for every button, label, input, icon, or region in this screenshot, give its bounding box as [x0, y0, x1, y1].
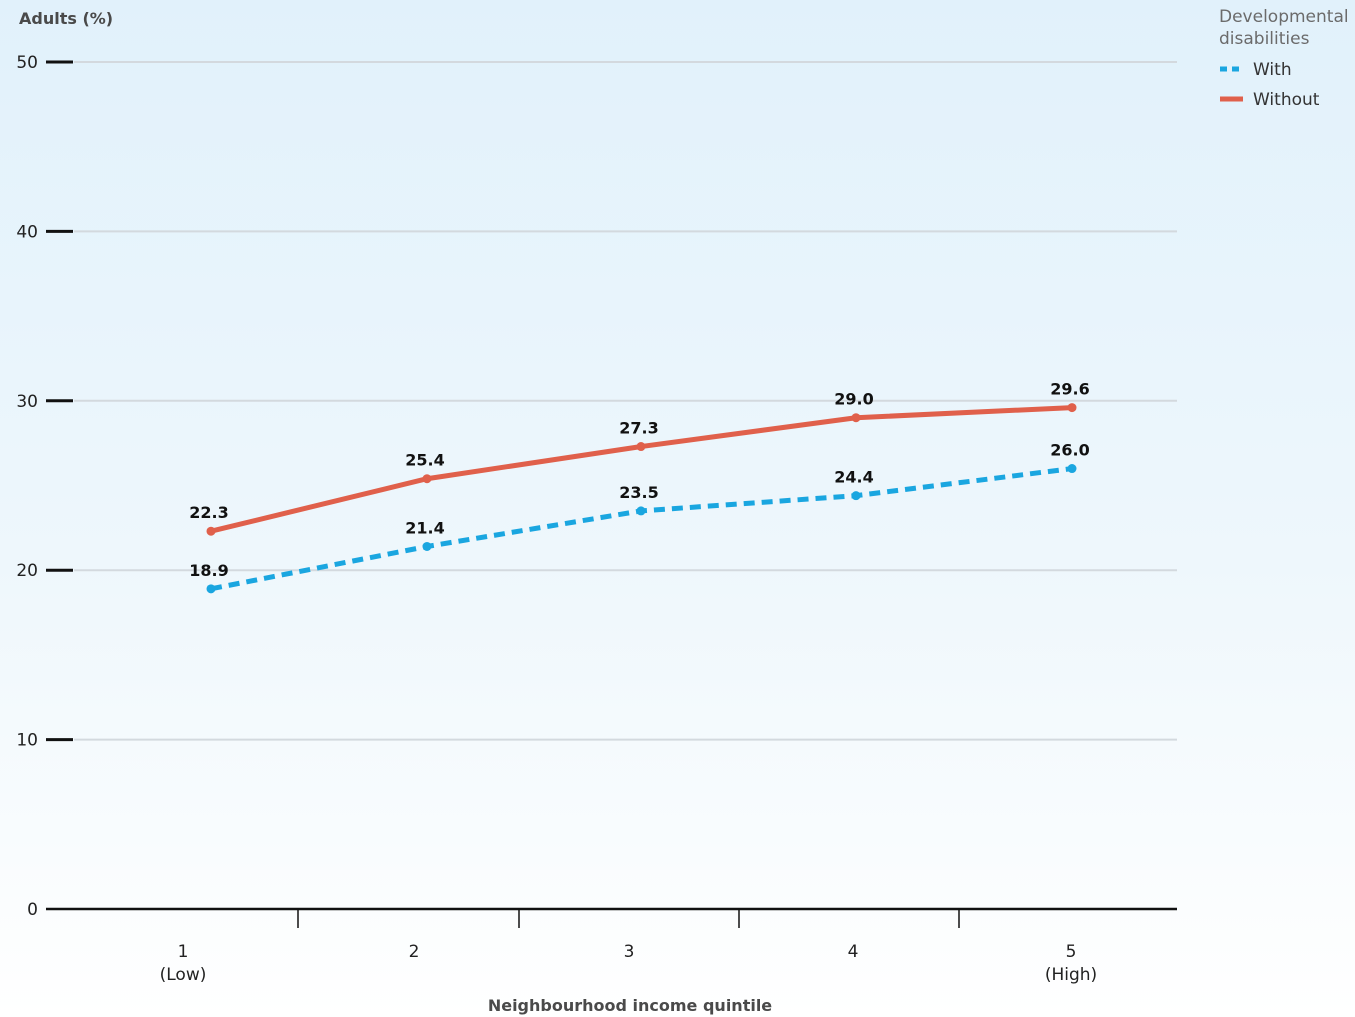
x-tick-label: 4: [848, 942, 859, 962]
data-point-with: [851, 491, 861, 501]
legend-label-without: Without: [1253, 90, 1320, 110]
legend: Developmental disabilities With Without: [1219, 7, 1349, 110]
data-point-without: [1067, 403, 1077, 413]
legend-title-line2: disabilities: [1219, 29, 1310, 49]
data-point-with: [636, 506, 646, 516]
data-label-with: 26.0: [1050, 441, 1089, 460]
data-point-with: [1067, 464, 1077, 474]
y-tick-label: 10: [16, 731, 38, 751]
x-tick-label: 1: [178, 942, 189, 962]
y-tick-label: 30: [16, 392, 38, 412]
data-labels: 18.9 21.4 23.5 24.4 26.0 22.3 25.4 27.3 29.0 29.6: [189, 380, 1089, 580]
data-point-without: [636, 442, 646, 452]
x-tick-label: 2: [409, 942, 420, 962]
data-point-with: [206, 584, 216, 594]
data-point-without: [206, 526, 216, 536]
data-label-without: 29.0: [834, 390, 873, 409]
data-label-without: 22.3: [189, 503, 228, 522]
data-label-with: 23.5: [619, 483, 658, 502]
data-label-with: 24.4: [834, 468, 873, 487]
x-axis-title: Neighbourhood income quintile: [488, 996, 772, 1015]
y-tick-label: 40: [16, 222, 38, 242]
y-tick-label: 20: [16, 561, 38, 581]
data-label-with: 18.9: [189, 561, 228, 580]
x-tick-sublabel: (Low): [160, 965, 207, 985]
data-point-without: [851, 413, 861, 423]
y-tick-label: 0: [27, 900, 38, 920]
x-tick-label: 5: [1066, 942, 1077, 962]
y-tick-label: 50: [16, 53, 38, 73]
legend-label-with: With: [1253, 60, 1292, 80]
data-point-with: [422, 541, 432, 551]
y-axis-title: Adults (%): [19, 9, 113, 28]
series-lines: [206, 403, 1077, 594]
data-label-with: 21.4: [405, 518, 444, 537]
data-label-without: 29.6: [1050, 380, 1089, 399]
axes: 0 10 20 30 40 50 1 (Low) 2 3 4 5 (High): [16, 53, 1177, 985]
x-tick-sublabel: (High): [1045, 965, 1097, 985]
legend-title-line1: Developmental: [1219, 7, 1349, 27]
data-label-without: 25.4: [405, 451, 444, 470]
data-point-without: [422, 474, 432, 484]
x-tick-label: 3: [624, 942, 635, 962]
gridlines: [74, 61, 1177, 741]
data-label-without: 27.3: [619, 419, 658, 438]
